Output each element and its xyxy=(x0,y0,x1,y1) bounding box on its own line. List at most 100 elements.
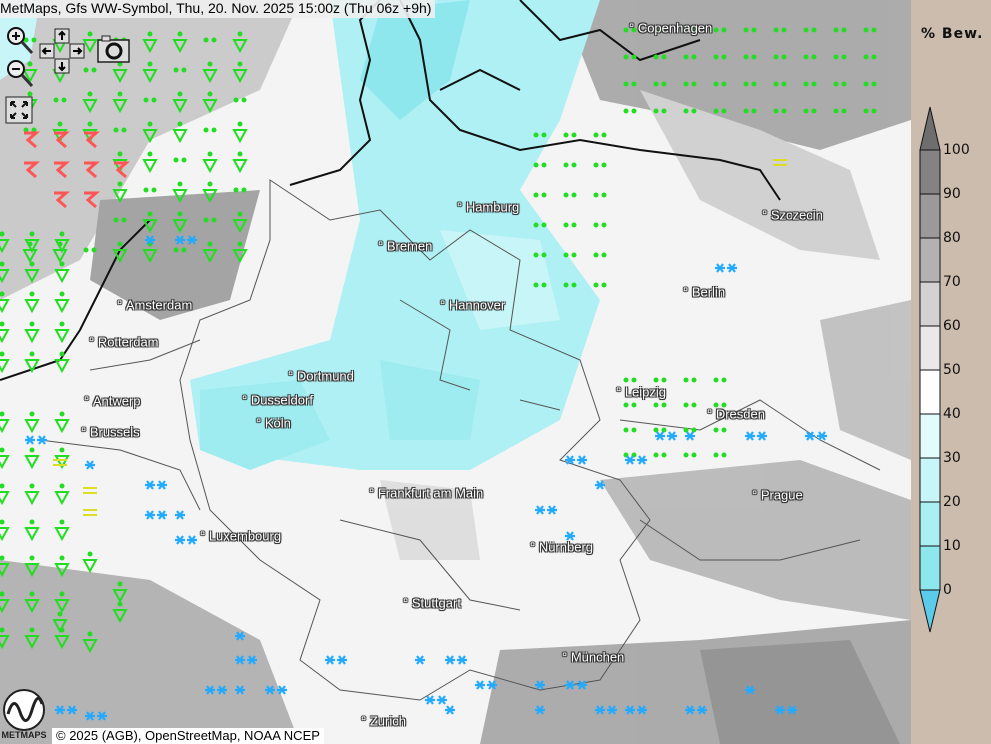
snow-symbol xyxy=(577,680,587,690)
rain-shower-symbol xyxy=(177,181,183,187)
snow-symbol xyxy=(757,431,767,441)
rain-shower-symbol xyxy=(29,519,35,525)
drizzle-symbol xyxy=(833,27,839,33)
snow-symbol xyxy=(437,695,447,705)
rain-shower-symbol xyxy=(147,151,153,157)
zoom-out-icon[interactable] xyxy=(4,58,34,88)
snow-symbol xyxy=(535,680,545,690)
city-name: Berlin xyxy=(691,284,726,300)
city-label: ° Amsterdam xyxy=(117,297,193,313)
drizzle-symbol xyxy=(623,54,629,60)
legend-tick-label: 100 xyxy=(943,142,970,158)
rain-shower-symbol xyxy=(147,211,153,217)
snow-symbol xyxy=(175,235,185,245)
snow-symbol xyxy=(415,655,425,665)
drizzle-symbol xyxy=(143,187,149,193)
city-label: ° Rotterdam xyxy=(89,334,159,350)
rain-shower-symbol xyxy=(237,61,243,67)
snow-symbol xyxy=(817,431,827,441)
drizzle-symbol xyxy=(653,108,659,114)
snow-symbol xyxy=(565,531,575,541)
rain-shower-symbol xyxy=(29,627,35,633)
copyright-attribution[interactable]: © 2025 (AGB), OpenStreetMap, NOAA NCEP xyxy=(52,728,324,744)
city-name: Luxembourg xyxy=(208,528,282,544)
rain-shower-symbol xyxy=(0,555,5,561)
city-label: ° Köln xyxy=(256,415,291,431)
drizzle-symbol xyxy=(173,157,179,163)
drizzle-symbol xyxy=(173,67,179,73)
camera-icon[interactable] xyxy=(97,34,131,64)
snow-symbol xyxy=(235,685,245,695)
rain-shower-symbol xyxy=(0,321,5,327)
legend-color-band xyxy=(919,413,941,459)
drizzle-symbol xyxy=(773,54,779,60)
rain-shower-symbol xyxy=(0,591,5,597)
drizzle-symbol xyxy=(533,282,539,288)
snow-symbol xyxy=(187,235,197,245)
snow-symbol xyxy=(85,711,95,721)
city-name: Brussels xyxy=(89,424,140,440)
rain-shower-symbol xyxy=(29,447,35,453)
drizzle-symbol xyxy=(863,108,869,114)
legend-tick-label: 0 xyxy=(943,582,952,598)
legend-tick-label: 80 xyxy=(943,230,961,246)
snow-symbol xyxy=(145,235,155,245)
city-name: München xyxy=(570,649,625,665)
city-label: ° Frankfurt am Main xyxy=(369,485,484,501)
city-label: ° Dortmund xyxy=(288,368,354,384)
rain-shower-symbol xyxy=(207,61,213,67)
drizzle-symbol xyxy=(683,452,689,458)
thunderstorm-symbol xyxy=(54,131,70,149)
thunderstorm-symbol xyxy=(24,161,40,179)
legend-color-band xyxy=(919,193,941,239)
drizzle-symbol xyxy=(683,377,689,383)
drizzle-symbol xyxy=(653,402,659,408)
snow-symbol xyxy=(145,510,155,520)
drizzle-symbol xyxy=(563,252,569,258)
rain-shower-symbol xyxy=(237,151,243,157)
snow-symbol xyxy=(715,263,725,273)
drizzle-symbol xyxy=(743,108,749,114)
thunderstorm-symbol xyxy=(84,161,100,179)
snow-symbol xyxy=(787,705,797,715)
snow-symbol xyxy=(685,705,695,715)
drizzle-symbol xyxy=(563,282,569,288)
rain-shower-symbol xyxy=(0,447,5,453)
city-label: ° Antwerp xyxy=(84,393,141,409)
drizzle-symbol xyxy=(833,54,839,60)
rain-shower-symbol xyxy=(59,519,65,525)
snow-symbol xyxy=(445,705,455,715)
rain-shower-symbol xyxy=(237,211,243,217)
drizzle-symbol xyxy=(713,54,719,60)
drizzle-symbol xyxy=(803,81,809,87)
city-name: Antwerp xyxy=(92,393,141,409)
legend-tick-label: 20 xyxy=(943,494,961,510)
drizzle-symbol xyxy=(623,402,629,408)
drizzle-symbol xyxy=(113,127,119,133)
rain-shower-symbol xyxy=(0,483,5,489)
legend-color-band xyxy=(919,325,941,371)
city-name: Stuttgart xyxy=(411,595,461,611)
snow-symbol xyxy=(487,680,497,690)
rain-shower-symbol xyxy=(117,181,123,187)
rain-shower-symbol xyxy=(0,627,5,633)
cloud-cover-legend: % Bew. 100 90 80 70 60 50 40 30 20 10 0 xyxy=(911,0,991,744)
legend-tick-label: 90 xyxy=(943,186,961,202)
drizzle-symbol xyxy=(713,81,719,87)
pan-arrows-icon[interactable] xyxy=(39,28,85,74)
zoom-in-icon[interactable] xyxy=(4,25,34,55)
snow-symbol xyxy=(697,705,707,715)
drizzle-symbol xyxy=(593,282,599,288)
weather-map[interactable]: ° Copenhagen ° Hamburg ° Bremen ° Szczecin °… xyxy=(0,0,911,744)
legend-color-band xyxy=(919,457,941,503)
drizzle-symbol xyxy=(593,132,599,138)
rain-shower-symbol xyxy=(59,351,65,357)
fog-symbol xyxy=(83,487,97,494)
legend-color-band xyxy=(919,237,941,283)
drizzle-symbol xyxy=(23,127,29,133)
fullscreen-icon[interactable] xyxy=(5,96,33,124)
drizzle-symbol xyxy=(533,252,539,258)
drizzle-symbol xyxy=(683,27,689,33)
rain-shower-symbol xyxy=(147,31,153,37)
snow-symbol xyxy=(55,705,65,715)
